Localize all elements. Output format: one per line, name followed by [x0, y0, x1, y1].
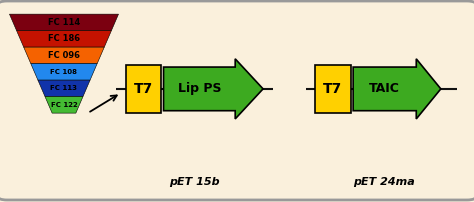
Text: FC 096: FC 096 [48, 51, 80, 60]
Text: T7: T7 [134, 82, 153, 96]
Polygon shape [9, 14, 119, 31]
Polygon shape [17, 31, 111, 47]
Polygon shape [31, 64, 97, 80]
Polygon shape [45, 97, 83, 113]
Text: TAIC: TAIC [369, 82, 400, 95]
Text: Lip PS: Lip PS [178, 82, 221, 95]
FancyBboxPatch shape [126, 65, 161, 113]
Text: FC 108: FC 108 [51, 69, 77, 75]
Text: pET 15b: pET 15b [169, 177, 219, 187]
Text: pET 24ma: pET 24ma [353, 177, 415, 187]
Text: T7: T7 [323, 82, 343, 96]
Text: FC 113: FC 113 [51, 85, 77, 91]
Polygon shape [38, 80, 90, 97]
Text: FC 114: FC 114 [48, 18, 80, 27]
Text: FC 186: FC 186 [48, 34, 80, 43]
Polygon shape [353, 59, 441, 119]
Polygon shape [164, 59, 263, 119]
Text: FC 122: FC 122 [51, 102, 77, 108]
Polygon shape [24, 47, 104, 64]
FancyBboxPatch shape [315, 65, 351, 113]
